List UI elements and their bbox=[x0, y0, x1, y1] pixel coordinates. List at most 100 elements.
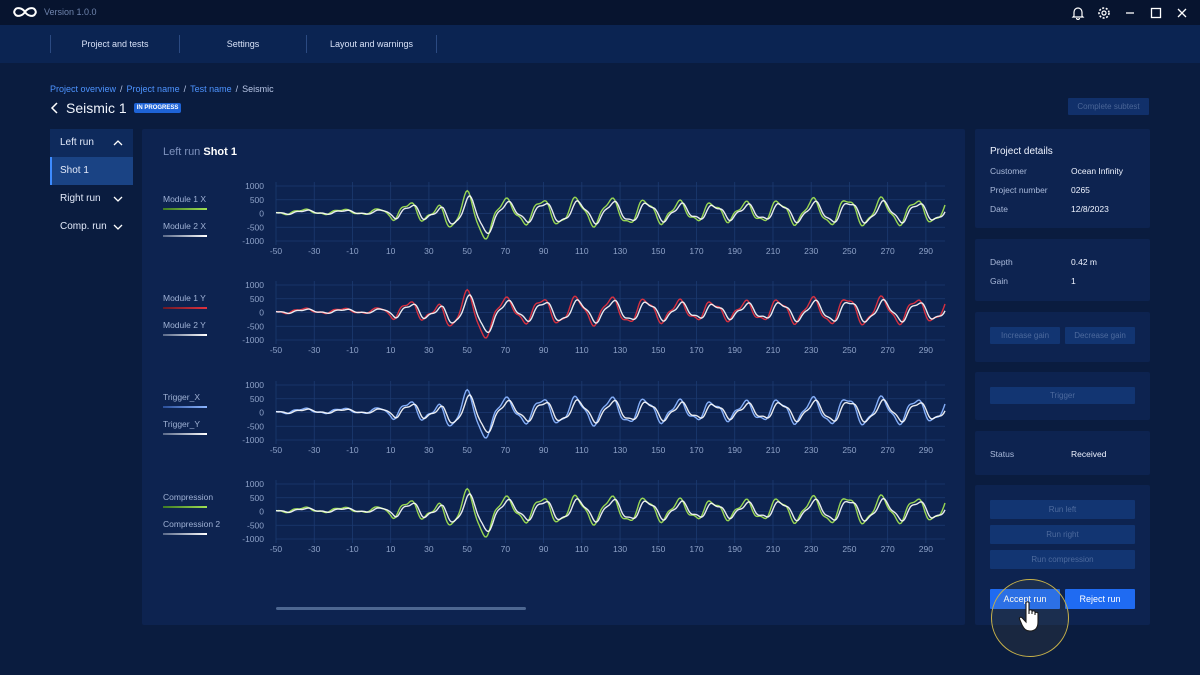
status-card: Status Received bbox=[975, 431, 1150, 475]
y-tick-label: -1000 bbox=[242, 435, 264, 445]
x-tick-label: 250 bbox=[842, 445, 856, 455]
bell-icon[interactable] bbox=[1068, 3, 1088, 23]
x-tick-label: 110 bbox=[575, 246, 589, 256]
nav-settings[interactable]: Settings bbox=[226, 39, 260, 49]
back-chevron-icon[interactable] bbox=[50, 100, 64, 116]
x-tick-label: 90 bbox=[539, 246, 549, 256]
x-tick-label: 130 bbox=[613, 345, 627, 355]
x-tick-label: 10 bbox=[386, 544, 396, 554]
y-tick-label: -500 bbox=[247, 321, 264, 331]
x-tick-label: 250 bbox=[842, 345, 856, 355]
reject-run-button[interactable]: Reject run bbox=[1065, 589, 1135, 609]
breadcrumb-separator: / bbox=[120, 84, 123, 94]
x-tick-label: 10 bbox=[386, 246, 396, 256]
x-tick-label: -50 bbox=[270, 445, 283, 455]
decrease-gain-button[interactable]: Decrease gain bbox=[1065, 327, 1135, 344]
legend-label: Module 1 X bbox=[163, 194, 206, 204]
series-line bbox=[276, 388, 946, 439]
nav-divider bbox=[179, 35, 180, 53]
x-tick-label: 130 bbox=[613, 445, 627, 455]
x-tick-label: 210 bbox=[766, 345, 780, 355]
status-badge: IN PROGRESS bbox=[133, 103, 182, 113]
sidebar-item-shot-1[interactable]: Shot 1 bbox=[50, 157, 133, 185]
run-left-button[interactable]: Run left bbox=[990, 500, 1135, 519]
x-tick-label: 230 bbox=[804, 544, 818, 554]
y-tick-label: 0 bbox=[259, 209, 264, 219]
x-tick-label: 250 bbox=[842, 544, 856, 554]
x-tick-label: 170 bbox=[689, 246, 703, 256]
legend-label: Module 2 Y bbox=[163, 320, 206, 330]
breadcrumb: Project overview / Project name / Test name /… bbox=[50, 84, 274, 94]
chart-panel bbox=[142, 129, 965, 625]
infinity-logo-icon bbox=[13, 7, 37, 17]
x-tick-label: 290 bbox=[919, 246, 933, 256]
chart-horizontal-scrollbar[interactable] bbox=[276, 607, 526, 610]
legend-swatch bbox=[163, 235, 207, 237]
chart-header-run: Left run bbox=[163, 146, 201, 158]
x-tick-label: 70 bbox=[501, 445, 511, 455]
x-tick-label: 190 bbox=[728, 445, 742, 455]
series-line bbox=[276, 288, 946, 339]
legend-entry: Module 1 X bbox=[163, 194, 207, 210]
x-tick-label: 210 bbox=[766, 445, 780, 455]
x-tick-label: -30 bbox=[308, 445, 321, 455]
gear-icon[interactable] bbox=[1094, 3, 1114, 23]
y-tick-label: 500 bbox=[250, 394, 264, 404]
x-tick-label: -10 bbox=[346, 246, 359, 256]
legend-label: Trigger_Y bbox=[163, 419, 201, 429]
legend-entry: Module 2 X bbox=[163, 221, 207, 237]
x-tick-label: 210 bbox=[766, 246, 780, 256]
series-line bbox=[276, 189, 946, 240]
x-tick-label: 50 bbox=[462, 345, 472, 355]
x-tick-label: 150 bbox=[651, 445, 665, 455]
legend-swatch bbox=[163, 533, 207, 535]
x-tick-label: 110 bbox=[575, 345, 589, 355]
x-tick-label: 210 bbox=[766, 544, 780, 554]
x-tick-label: 50 bbox=[462, 544, 472, 554]
date-label: Date bbox=[990, 204, 1008, 214]
sidebar-item-right-run[interactable]: Right run bbox=[50, 185, 133, 213]
series-line bbox=[275, 294, 946, 333]
depth-label: Depth bbox=[990, 257, 1013, 267]
sidebar-item-label: Left run bbox=[60, 137, 94, 148]
x-tick-label: 290 bbox=[919, 544, 933, 554]
y-tick-label: -500 bbox=[247, 222, 264, 232]
run-right-button[interactable]: Run right bbox=[990, 525, 1135, 544]
complete-subtest-button[interactable]: Complete subtest bbox=[1068, 98, 1149, 115]
x-tick-label: -50 bbox=[270, 345, 283, 355]
minimize-icon[interactable] bbox=[1120, 3, 1140, 23]
x-tick-label: -30 bbox=[308, 345, 321, 355]
x-tick-label: 170 bbox=[689, 544, 703, 554]
x-tick-label: 150 bbox=[651, 246, 665, 256]
x-tick-label: 230 bbox=[804, 246, 818, 256]
y-tick-label: -1000 bbox=[242, 236, 264, 246]
increase-gain-button[interactable]: Increase gain bbox=[990, 327, 1060, 344]
project-number-value: 0265 bbox=[1071, 185, 1090, 195]
y-tick-label: 1000 bbox=[245, 181, 264, 191]
x-tick-label: 90 bbox=[539, 445, 549, 455]
nav-layout-and-warnings[interactable]: Layout and warnings bbox=[329, 39, 414, 49]
breadcrumb-project-overview[interactable]: Project overview bbox=[50, 84, 117, 94]
x-tick-label: -30 bbox=[308, 544, 321, 554]
nav-divider bbox=[436, 35, 437, 53]
trigger-button[interactable]: Trigger bbox=[990, 387, 1135, 404]
depth-value: 0.42 m bbox=[1071, 257, 1097, 267]
nav-project-and-tests[interactable]: Project and tests bbox=[81, 39, 149, 49]
x-tick-label: 50 bbox=[462, 246, 472, 256]
sidebar-item-left-run[interactable]: Left run bbox=[50, 129, 133, 157]
y-tick-label: 1000 bbox=[245, 280, 264, 290]
breadcrumb-project-name[interactable]: Project name bbox=[126, 84, 180, 94]
series-line bbox=[275, 195, 946, 234]
sidebar-item-comp-run[interactable]: Comp. run bbox=[50, 213, 133, 241]
maximize-icon[interactable] bbox=[1146, 3, 1166, 23]
y-tick-label: 500 bbox=[250, 195, 264, 205]
breadcrumb-test-name[interactable]: Test name bbox=[190, 84, 232, 94]
x-tick-label: 130 bbox=[613, 544, 627, 554]
x-tick-label: 30 bbox=[424, 544, 434, 554]
x-tick-label: 270 bbox=[881, 544, 895, 554]
close-icon[interactable] bbox=[1172, 3, 1192, 23]
x-tick-label: 170 bbox=[689, 345, 703, 355]
x-tick-label: -30 bbox=[308, 246, 321, 256]
run-compression-button[interactable]: Run compression bbox=[990, 550, 1135, 569]
